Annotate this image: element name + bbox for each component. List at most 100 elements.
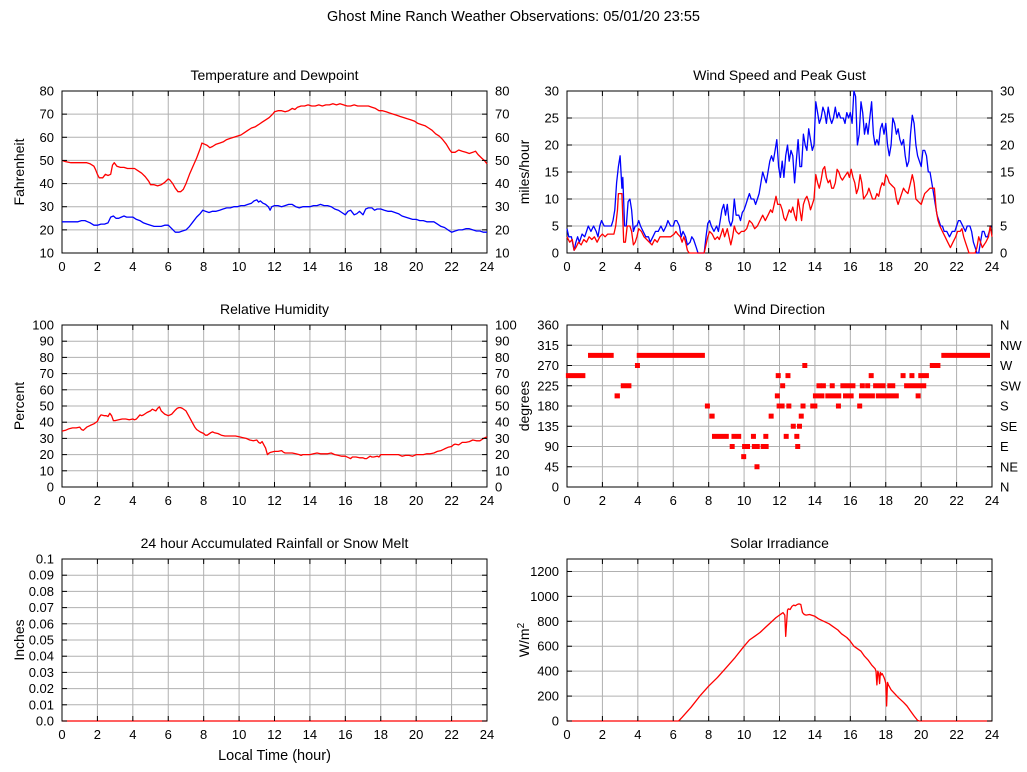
x-tick-label: 24 xyxy=(985,493,999,508)
wind-direction-ylabel: degrees xyxy=(516,381,532,432)
x-tick-label: 8 xyxy=(705,493,712,508)
y-tick-label: 180 xyxy=(537,399,559,414)
wind-direction-mark xyxy=(840,383,856,389)
x-tick-label: 20 xyxy=(914,727,928,742)
right-tick-label: 10 xyxy=(1000,192,1014,207)
x-tick-label: 2 xyxy=(599,259,606,274)
y-tick-label: 80 xyxy=(40,84,54,99)
wind-direction-mark xyxy=(588,352,614,358)
y-tick-label: 135 xyxy=(537,419,559,434)
right-tick-label: 40 xyxy=(495,176,509,191)
wind-direction-mark xyxy=(768,413,774,419)
x-tick-label: 22 xyxy=(444,727,458,742)
y-tick-label: 200 xyxy=(537,689,559,704)
x-tick-label: 12 xyxy=(267,259,281,274)
wind-direction-mark xyxy=(918,373,929,379)
x-tick-label: 8 xyxy=(705,259,712,274)
y-tick-label: 10 xyxy=(545,192,559,207)
right-tick-label: 5 xyxy=(1000,219,1007,234)
wind-direction-mark xyxy=(829,383,835,389)
y-tick-label: 0.0 xyxy=(36,714,54,729)
y-tick-label: 600 xyxy=(537,639,559,654)
wind-direction-mark xyxy=(941,352,990,358)
y-tick-label: 0.09 xyxy=(29,568,54,583)
wind-direction-mark xyxy=(751,444,760,449)
wind-direction-mark xyxy=(620,383,632,389)
wind-direction-mark xyxy=(929,363,941,368)
wind-direction-mark xyxy=(750,433,756,439)
x-tick-label: 2 xyxy=(599,727,606,742)
solar-irradiance-title: Solar Irradiance xyxy=(730,535,829,551)
y-tick-label: 70 xyxy=(40,107,54,122)
solar-irradiance-ylabel: W/m2 xyxy=(516,622,533,657)
x-tick-label: 14 xyxy=(808,259,822,274)
wind-direction-mark xyxy=(796,423,802,429)
x-tick-label: 12 xyxy=(267,727,281,742)
y-tick-label: 360 xyxy=(537,318,559,333)
wind-direction-mark xyxy=(868,373,874,379)
right-tick-label: N xyxy=(1000,318,1009,333)
relative-humidity-title: Relative Humidity xyxy=(220,301,329,317)
y-tick-label: 0.06 xyxy=(29,616,54,631)
x-tick-label: 18 xyxy=(879,259,893,274)
x-tick-label: 8 xyxy=(200,727,207,742)
y-tick-label: 25 xyxy=(545,111,559,126)
wind-direction-mark xyxy=(800,403,806,409)
y-tick-label: 0.01 xyxy=(29,697,54,712)
wind-direction-mark xyxy=(565,373,586,379)
x-tick-label: 0 xyxy=(58,493,65,508)
wind-direction-mark xyxy=(810,403,818,409)
page-title: Ghost Mine Ranch Weather Observations: 0… xyxy=(327,9,700,25)
wind-direction-mark xyxy=(909,373,915,379)
temperature-dewpoint-title: Temperature and Dewpoint xyxy=(190,67,358,83)
wind-direction-mark xyxy=(875,393,899,399)
x-tick-label: 24 xyxy=(480,493,494,508)
rainfall-title: 24 hour Accumulated Rainfall or Snow Mel… xyxy=(141,535,409,551)
right-tick-label: 25 xyxy=(1000,111,1014,126)
y-tick-label: 0.07 xyxy=(29,600,54,615)
wind-direction-mark xyxy=(711,433,729,439)
wind-direction-mark xyxy=(754,464,760,470)
wind-direction-mark xyxy=(780,383,786,389)
x-tick-label: 16 xyxy=(338,493,352,508)
x-tick-label: 0 xyxy=(58,259,65,274)
right-tick-label: 0 xyxy=(1000,246,1007,261)
wind-direction-mark xyxy=(790,423,796,429)
x-tick-label: 24 xyxy=(480,727,494,742)
wind-direction-mark xyxy=(760,444,769,449)
x-tick-label: 24 xyxy=(480,259,494,274)
x-tick-label: 16 xyxy=(843,727,857,742)
y-tick-label: 0 xyxy=(552,714,559,729)
y-tick-label: 100 xyxy=(32,318,54,333)
y-tick-label: 1200 xyxy=(530,564,559,579)
y-tick-label: 15 xyxy=(545,165,559,180)
wind-direction-mark xyxy=(857,403,863,409)
right-tick-label: SE xyxy=(1000,419,1018,434)
y-tick-label: 30 xyxy=(40,431,54,446)
right-tick-label: 20 xyxy=(1000,138,1014,153)
x-tick-label: 18 xyxy=(879,493,893,508)
y-tick-label: 80 xyxy=(40,350,54,365)
y-tick-label: 10 xyxy=(40,246,54,261)
x-tick-label: 10 xyxy=(737,259,751,274)
y-tick-label: 20 xyxy=(40,222,54,237)
y-tick-label: 400 xyxy=(537,664,559,679)
x-tick-label: 0 xyxy=(563,493,570,508)
y-tick-label: 40 xyxy=(40,176,54,191)
wind-direction-mark xyxy=(915,393,921,399)
wind-direction-mark xyxy=(825,393,842,399)
wind-direction-mark xyxy=(816,383,822,389)
wind-direction-mark xyxy=(634,363,640,368)
x-tick-label: 2 xyxy=(599,493,606,508)
wind-direction-mark xyxy=(859,383,865,389)
right-tick-label: S xyxy=(1000,399,1009,414)
y-tick-label: 30 xyxy=(40,199,54,214)
y-tick-label: 0 xyxy=(552,480,559,495)
wind-direction-mark xyxy=(775,373,781,379)
right-tick-label: 30 xyxy=(495,431,509,446)
x-tick-label: 22 xyxy=(949,727,963,742)
temperature-dewpoint-ylabel: Fahrenheit xyxy=(11,138,27,205)
x-tick-label: 0 xyxy=(563,259,570,274)
wind-speed-line xyxy=(566,165,993,254)
x-tick-label: 18 xyxy=(879,727,893,742)
